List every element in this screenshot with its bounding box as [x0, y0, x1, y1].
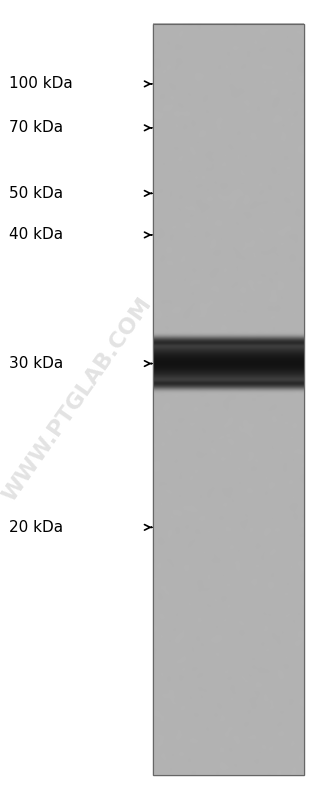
Text: WWW.PTGLAB.COM: WWW.PTGLAB.COM: [0, 294, 156, 505]
Text: 50 kDa: 50 kDa: [9, 186, 64, 201]
Text: 70 kDa: 70 kDa: [9, 121, 64, 135]
Text: 20 kDa: 20 kDa: [9, 520, 64, 535]
Bar: [153, 24, 304, 775]
Text: 40 kDa: 40 kDa: [9, 228, 64, 242]
Text: 100 kDa: 100 kDa: [9, 77, 73, 91]
Bar: [153, 24, 304, 775]
Text: 30 kDa: 30 kDa: [9, 356, 64, 371]
